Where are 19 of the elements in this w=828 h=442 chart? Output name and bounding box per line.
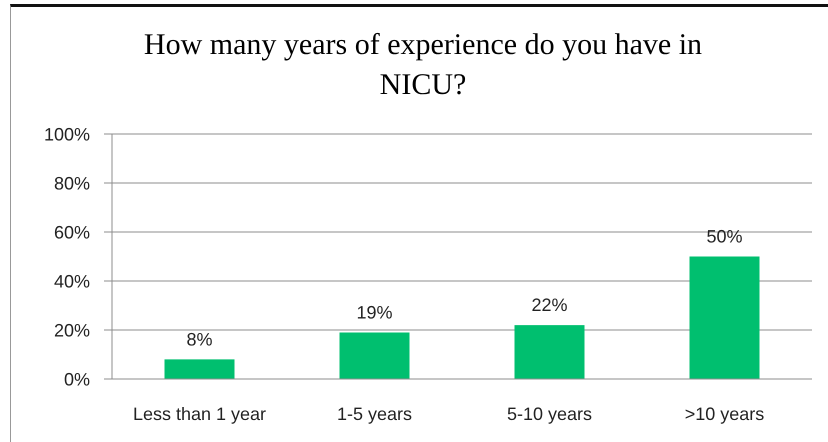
chart-title: How many years of experience do you have in NICU? [142,27,704,103]
y-tick-label: 40% [54,271,90,292]
x-tick-label: Less than 1 year [132,404,266,424]
data-label: 50% [706,226,743,246]
data-label: 22% [531,295,568,316]
y-tick-label: 100% [44,124,90,144]
x-tick-label: 5-10 years [506,404,592,424]
x-tick-label: 1-5 years [336,404,412,424]
x-tick-label: >10 years [684,404,764,424]
y-tick-label: 80% [54,173,90,194]
bar [340,332,410,379]
data-label: 8% [186,329,213,350]
bar [514,325,584,379]
y-tick-label: 60% [54,222,90,242]
y-tick-label: 20% [54,320,90,340]
y-tick-label: 0% [64,369,90,390]
data-label: 19% [356,302,393,322]
bar [690,256,760,379]
bar [164,359,234,379]
